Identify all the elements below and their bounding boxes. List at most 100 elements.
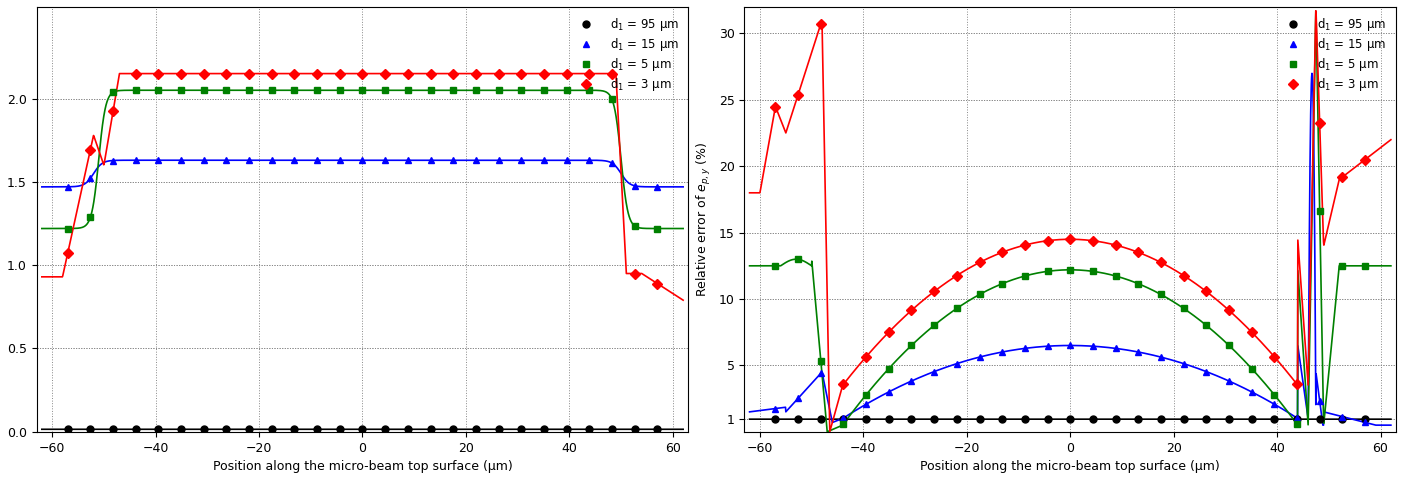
d$_1$ = 3 μm — [264, 71, 281, 76]
d$_1$ = 15 μm — [105, 157, 122, 163]
d$_1$ = 95 μm — [1288, 416, 1305, 422]
d$_1$ = 15 μm — [790, 396, 807, 401]
d$_1$ = 95 μm — [150, 426, 167, 432]
d$_1$ = 3 μm — [648, 281, 665, 287]
d$_1$ = 15 μm — [354, 157, 370, 163]
d$_1$ = 5 μm — [1266, 392, 1282, 397]
d$_1$ = 3 μm — [1107, 242, 1124, 248]
d$_1$ = 15 μm — [948, 361, 965, 367]
d$_1$ = 5 μm — [1107, 273, 1124, 279]
d$_1$ = 5 μm — [581, 87, 598, 93]
d$_1$ = 3 μm — [513, 71, 530, 76]
d$_1$ = 15 μm — [241, 157, 258, 163]
d$_1$ = 3 μm — [926, 288, 943, 294]
d$_1$ = 5 μm — [59, 226, 76, 231]
d$_1$ = 5 μm — [331, 87, 348, 93]
d$_1$ = 95 μm — [1357, 416, 1374, 422]
Line: d$_1$ = 3 μm: d$_1$ = 3 μm — [65, 70, 661, 287]
d$_1$ = 15 μm — [1152, 354, 1169, 360]
d$_1$ = 3 μm — [1085, 238, 1101, 244]
d$_1$ = 3 μm — [993, 250, 1010, 255]
d$_1$ = 15 μm — [603, 160, 620, 166]
d$_1$ = 15 μm — [971, 354, 988, 360]
d$_1$ = 5 μm — [1016, 273, 1033, 279]
d$_1$ = 5 μm — [648, 226, 665, 231]
d$_1$ = 3 μm — [812, 21, 829, 27]
d$_1$ = 5 μm — [354, 87, 370, 93]
d$_1$ = 15 μm — [1221, 378, 1237, 384]
d$_1$ = 95 μm — [1221, 416, 1237, 422]
d$_1$ = 3 μm — [1243, 329, 1260, 335]
d$_1$ = 95 μm — [1266, 416, 1282, 422]
d$_1$ = 3 μm — [400, 71, 417, 76]
d$_1$ = 5 μm — [173, 87, 189, 93]
d$_1$ = 95 μm — [926, 416, 943, 422]
d$_1$ = 3 μm — [354, 71, 370, 76]
d$_1$ = 3 μm — [81, 147, 98, 153]
d$_1$ = 5 μm — [128, 87, 145, 93]
d$_1$ = 95 μm — [1334, 416, 1351, 422]
d$_1$ = 15 μm — [195, 157, 212, 163]
d$_1$ = 3 μm — [105, 108, 122, 114]
d$_1$ = 3 μm — [1334, 174, 1351, 180]
d$_1$ = 3 μm — [1129, 250, 1146, 255]
d$_1$ = 5 μm — [857, 392, 874, 397]
d$_1$ = 3 μm — [1312, 120, 1329, 126]
d$_1$ = 15 μm — [81, 175, 98, 181]
d$_1$ = 95 μm — [1107, 416, 1124, 422]
d$_1$ = 5 μm — [1040, 268, 1056, 274]
d$_1$ = 15 μm — [857, 401, 874, 407]
d$_1$ = 95 μm — [1152, 416, 1169, 422]
d$_1$ = 15 μm — [377, 157, 394, 163]
d$_1$ = 95 μm — [264, 426, 281, 432]
d$_1$ = 15 μm — [536, 157, 553, 163]
d$_1$ = 95 μm — [241, 426, 258, 432]
d$_1$ = 5 μm — [626, 223, 643, 228]
d$_1$ = 95 μm — [59, 426, 76, 432]
d$_1$ = 5 μm — [490, 87, 506, 93]
d$_1$ = 15 μm — [490, 157, 506, 163]
d$_1$ = 3 μm — [331, 71, 348, 76]
d$_1$ = 95 μm — [445, 426, 462, 432]
d$_1$ = 3 μm — [971, 260, 988, 265]
d$_1$ = 5 μm — [1221, 343, 1237, 348]
d$_1$ = 15 μm — [217, 157, 234, 163]
Line: d$_1$ = 15 μm: d$_1$ = 15 μm — [772, 342, 1368, 426]
d$_1$ = 3 μm — [1221, 308, 1237, 313]
Legend: d$_1$ = 95 μm, d$_1$ = 15 μm, d$_1$ = 5 μm, d$_1$ = 3 μm: d$_1$ = 95 μm, d$_1$ = 15 μm, d$_1$ = 5 … — [567, 13, 682, 97]
d$_1$ = 95 μm — [1040, 416, 1056, 422]
d$_1$ = 5 μm — [1243, 366, 1260, 372]
d$_1$ = 15 μm — [1334, 414, 1351, 420]
d$_1$ = 95 μm — [948, 416, 965, 422]
d$_1$ = 5 μm — [1062, 267, 1079, 273]
d$_1$ = 95 μm — [558, 426, 575, 432]
d$_1$ = 5 μm — [993, 281, 1010, 287]
d$_1$ = 15 μm — [173, 157, 189, 163]
d$_1$ = 95 μm — [1176, 416, 1193, 422]
d$_1$ = 3 μm — [1357, 157, 1374, 163]
d$_1$ = 15 μm — [1129, 349, 1146, 355]
d$_1$ = 95 μm — [81, 426, 98, 432]
d$_1$ = 3 μm — [1288, 382, 1305, 387]
d$_1$ = 15 μm — [1243, 389, 1260, 395]
d$_1$ = 95 μm — [1243, 416, 1260, 422]
Line: d$_1$ = 5 μm: d$_1$ = 5 μm — [772, 207, 1368, 428]
d$_1$ = 5 μm — [1357, 263, 1374, 269]
d$_1$ = 5 μm — [603, 96, 620, 102]
Line: d$_1$ = 95 μm: d$_1$ = 95 μm — [772, 416, 1368, 422]
Legend: d$_1$ = 95 μm, d$_1$ = 15 μm, d$_1$ = 5 μm, d$_1$ = 3 μm: d$_1$ = 95 μm, d$_1$ = 15 μm, d$_1$ = 5 … — [1275, 13, 1390, 97]
d$_1$ = 15 μm — [286, 157, 303, 163]
X-axis label: Position along the micro-beam top surface (μm): Position along the micro-beam top surfac… — [213, 460, 512, 473]
d$_1$ = 95 μm — [195, 426, 212, 432]
d$_1$ = 5 μm — [1129, 281, 1146, 287]
d$_1$ = 3 μm — [1016, 242, 1033, 248]
d$_1$ = 5 μm — [81, 215, 98, 220]
d$_1$ = 5 μm — [926, 323, 943, 328]
d$_1$ = 95 μm — [648, 426, 665, 432]
d$_1$ = 3 μm — [1062, 236, 1079, 242]
d$_1$ = 5 μm — [264, 87, 281, 93]
d$_1$ = 15 μm — [128, 157, 145, 163]
d$_1$ = 3 μm — [881, 329, 898, 335]
d$_1$ = 3 μm — [1152, 260, 1169, 265]
d$_1$ = 3 μm — [948, 273, 965, 278]
